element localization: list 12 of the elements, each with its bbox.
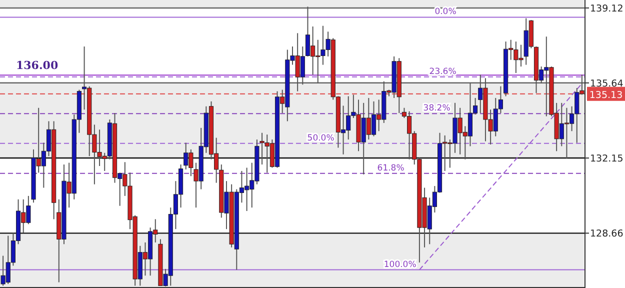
annotation: 100.0% <box>384 260 416 270</box>
annotation: 0.0% <box>434 7 456 18</box>
annotation: 38.2% <box>423 104 450 114</box>
ref-line-label: 136.00 <box>16 59 58 72</box>
annotation: 23.6% <box>429 66 456 77</box>
y-tick-label: 139.12 <box>590 3 624 14</box>
annotation: 50.0% <box>307 133 334 144</box>
y-tick-label: 128.66 <box>590 228 624 240</box>
y-tick-label: 135.64 <box>590 78 624 90</box>
annotation: 61.8% <box>377 163 404 174</box>
y-tick-label: 132.15 <box>590 154 624 165</box>
ref-line-label: 135.13 <box>589 90 623 101</box>
